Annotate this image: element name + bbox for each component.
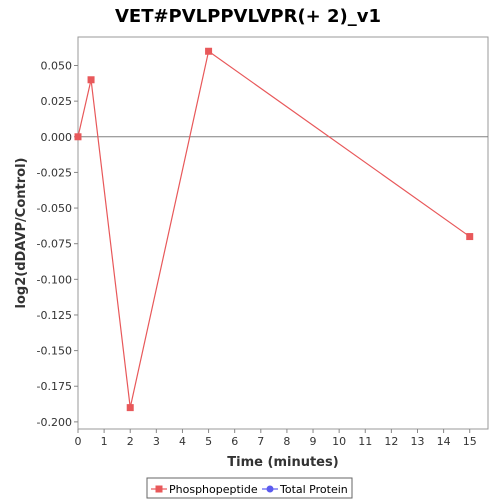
y-tick-label: 0.000: [41, 131, 73, 144]
legend-marker: [266, 485, 274, 493]
x-tick-label: 11: [358, 435, 372, 448]
y-tick-label: -0.175: [37, 380, 72, 393]
x-tick-label: 15: [463, 435, 477, 448]
x-tick-label: 0: [75, 435, 82, 448]
x-tick-label: 7: [257, 435, 264, 448]
y-tick-label: -0.100: [37, 273, 72, 286]
x-tick-label: 6: [231, 435, 238, 448]
chart-title: VET#PVLPPVLVPR(+ 2)_v1: [115, 6, 381, 27]
data-point: [126, 404, 134, 412]
data-point: [205, 47, 213, 55]
legend-label: Phosphopeptide: [169, 483, 258, 496]
data-point: [87, 76, 95, 84]
x-tick-label: 3: [153, 435, 160, 448]
legend-box: [146, 477, 353, 499]
legend: Phosphopeptide Total Protein: [146, 477, 353, 499]
y-tick-label: 0.025: [41, 95, 73, 108]
x-tick-label: 13: [410, 435, 424, 448]
y-tick-label: 0.050: [41, 60, 73, 73]
x-tick-label: 10: [332, 435, 346, 448]
x-tick-label: 2: [127, 435, 134, 448]
y-tick-label: -0.200: [37, 416, 72, 429]
x-tick-label: 8: [283, 435, 290, 448]
x-tick-label: 1: [101, 435, 108, 448]
x-tick-label: 5: [205, 435, 212, 448]
y-axis-label: log2(dDAVP/Control): [14, 158, 29, 309]
data-point: [466, 233, 474, 241]
x-tick-label: 4: [179, 435, 186, 448]
x-tick-label: 14: [437, 435, 451, 448]
y-tick-label: -0.150: [37, 345, 72, 358]
x-axis: 0 1 2 3 4 5 6 7 8 9 10 11 12 13 14 15: [75, 429, 477, 448]
y-tick-label: -0.075: [37, 238, 72, 251]
y-tick-label: -0.125: [37, 309, 72, 322]
data-point: [74, 133, 82, 141]
y-axis: 0.050 0.025 0.000 -0.025 -0.050 -0.075 -0.100 -…: [37, 60, 78, 429]
legend-marker: [155, 485, 163, 493]
legend-label: Total Protein: [279, 483, 348, 496]
x-axis-label: Time (minutes): [227, 455, 338, 470]
series-layer: [74, 47, 474, 412]
y-tick-label: -0.050: [37, 202, 72, 215]
plot-area: [77, 36, 489, 430]
x-tick-label: 9: [310, 435, 317, 448]
x-tick-label: 12: [384, 435, 398, 448]
y-tick-label: -0.025: [37, 166, 72, 179]
